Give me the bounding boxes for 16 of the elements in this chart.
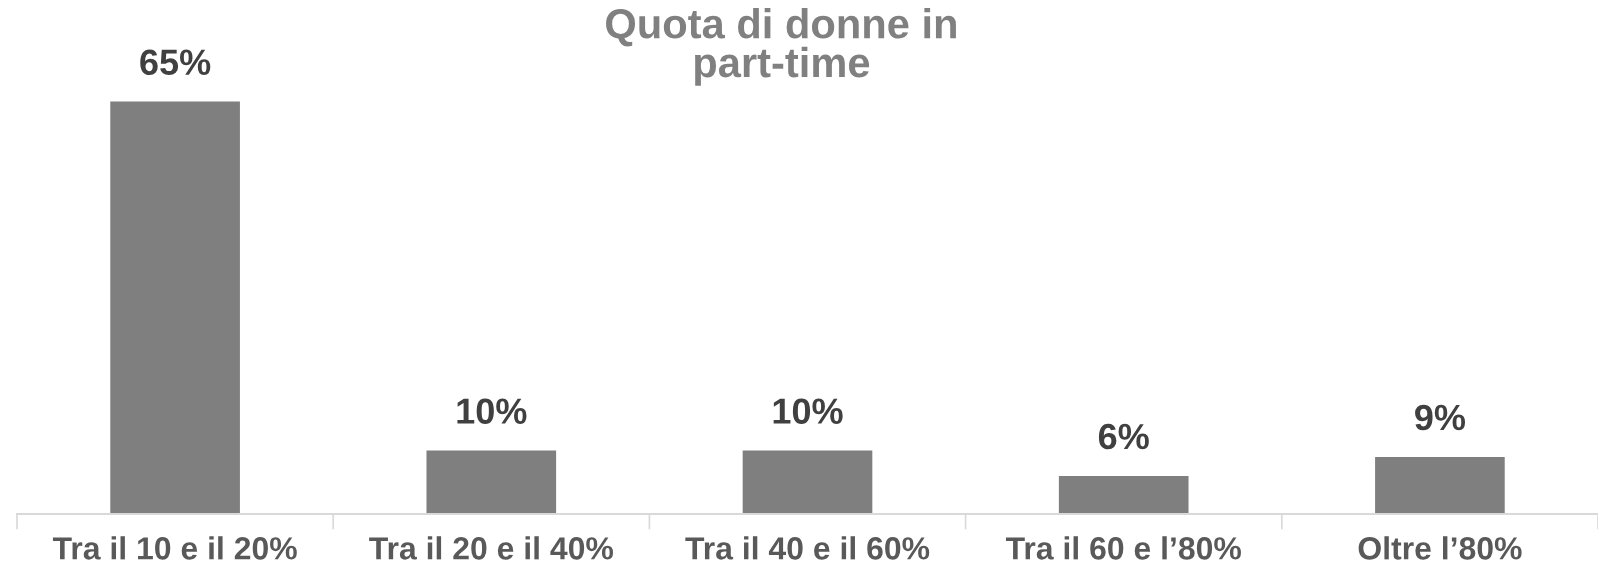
x-tick-label: Oltre l’80% [1358,536,1522,560]
data-label: 10% [457,398,527,424]
bar [110,101,240,514]
x-tick-label: Tra il 40 e il 60% [685,536,930,560]
data-label: 65% [140,49,211,76]
data-label: 10% [773,398,843,424]
chart-title: Quota di donne in part-time [606,8,956,86]
x-tick-label: Tra il 20 e il 40% [369,536,613,560]
bar [1058,475,1189,514]
x-tick-label: Tra il 60 e l’80% [1005,536,1241,560]
bar [1375,456,1505,514]
data-label: 9% [1415,404,1466,431]
data-label: 6% [1098,423,1149,450]
x-tick-label: Tra il 10 e il 20% [52,536,297,560]
bar [426,450,557,514]
bar [742,450,873,514]
